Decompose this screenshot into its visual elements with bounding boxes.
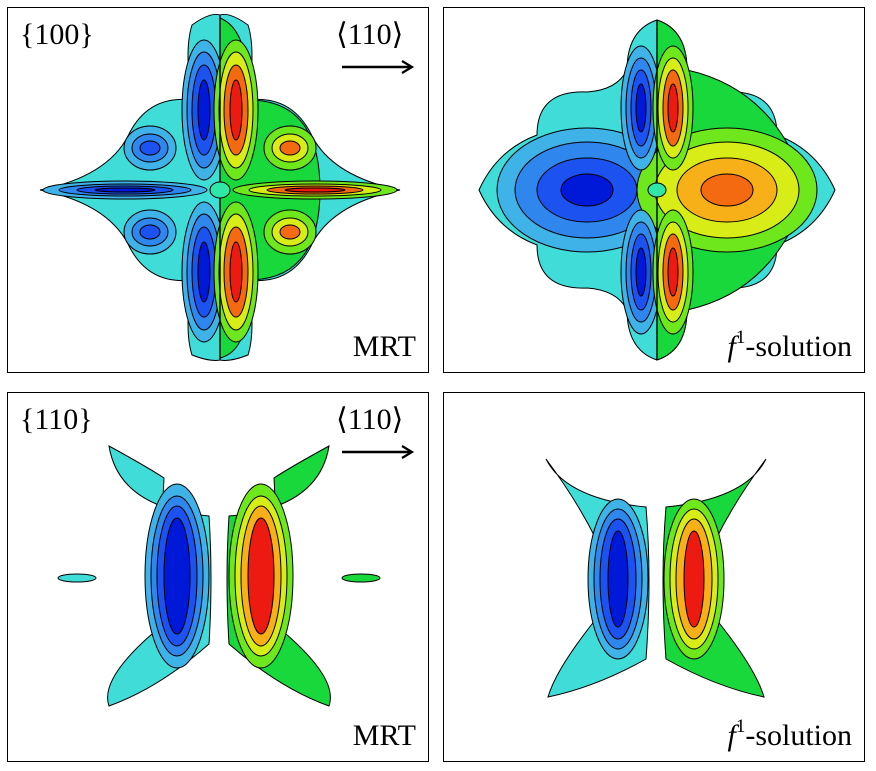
contour-lobe: [163, 517, 191, 635]
contour-plot-110-f1: [545, 458, 767, 698]
contour-lobe: [197, 241, 211, 303]
panel-100-f1-solution: f1-solution: [443, 7, 865, 373]
side-lobe: [57, 573, 97, 583]
contour-lobe: [667, 247, 679, 297]
panel-110-f1-solution: f1-solution: [443, 392, 865, 762]
contour-lobe: [94, 187, 156, 193]
plane-label: {110}: [20, 403, 93, 436]
contour-lobe: [229, 79, 243, 141]
method-text: -solution: [745, 719, 852, 752]
contour-lobe: [139, 224, 161, 240]
contour-lobe: [209, 181, 231, 199]
contour-lobe: [635, 247, 647, 297]
panel-110-mrt: {110} ⟨110⟩ MRT: [7, 392, 429, 762]
method-label: f1-solution: [727, 328, 852, 363]
method-symbol: f: [727, 330, 736, 363]
contour-lobe: [700, 173, 754, 207]
contour-lobe: [607, 530, 629, 628]
direction-label: ⟨110⟩: [336, 18, 404, 51]
method-symbol: f: [727, 719, 736, 752]
side-lobe: [341, 573, 381, 583]
method-superscript: 1: [735, 716, 746, 737]
method-label: MRT: [352, 719, 416, 752]
method-text: -solution: [745, 330, 852, 363]
method-label: MRT: [352, 330, 416, 363]
contour-lobe: [683, 530, 705, 628]
right-arrow-icon: [342, 60, 415, 74]
contour-lobe: [647, 182, 667, 198]
contour-plot-100-f1: [478, 19, 836, 361]
contour-lobe: [635, 83, 647, 133]
contour-lobe: [284, 187, 346, 193]
contour-lobe: [279, 140, 301, 156]
plane-label: {100}: [20, 18, 94, 51]
right-arrow-icon: [342, 445, 415, 459]
contour-lobe: [197, 79, 211, 141]
contour-lobe: [247, 517, 275, 635]
contour-lobe: [229, 241, 243, 303]
contour-lobe: [667, 83, 679, 133]
contour-plot-100-mrt: [39, 14, 401, 361]
method-label: f1-solution: [727, 717, 852, 752]
panel-100-mrt: {100} ⟨110⟩ MRT: [7, 7, 429, 373]
direction-label: ⟨110⟩: [336, 403, 404, 436]
contour-plot-110-mrt: [57, 445, 381, 707]
contour-lobe: [139, 140, 161, 156]
method-superscript: 1: [735, 327, 746, 348]
contour-lobe: [279, 224, 301, 240]
contour-lobe: [560, 173, 614, 207]
